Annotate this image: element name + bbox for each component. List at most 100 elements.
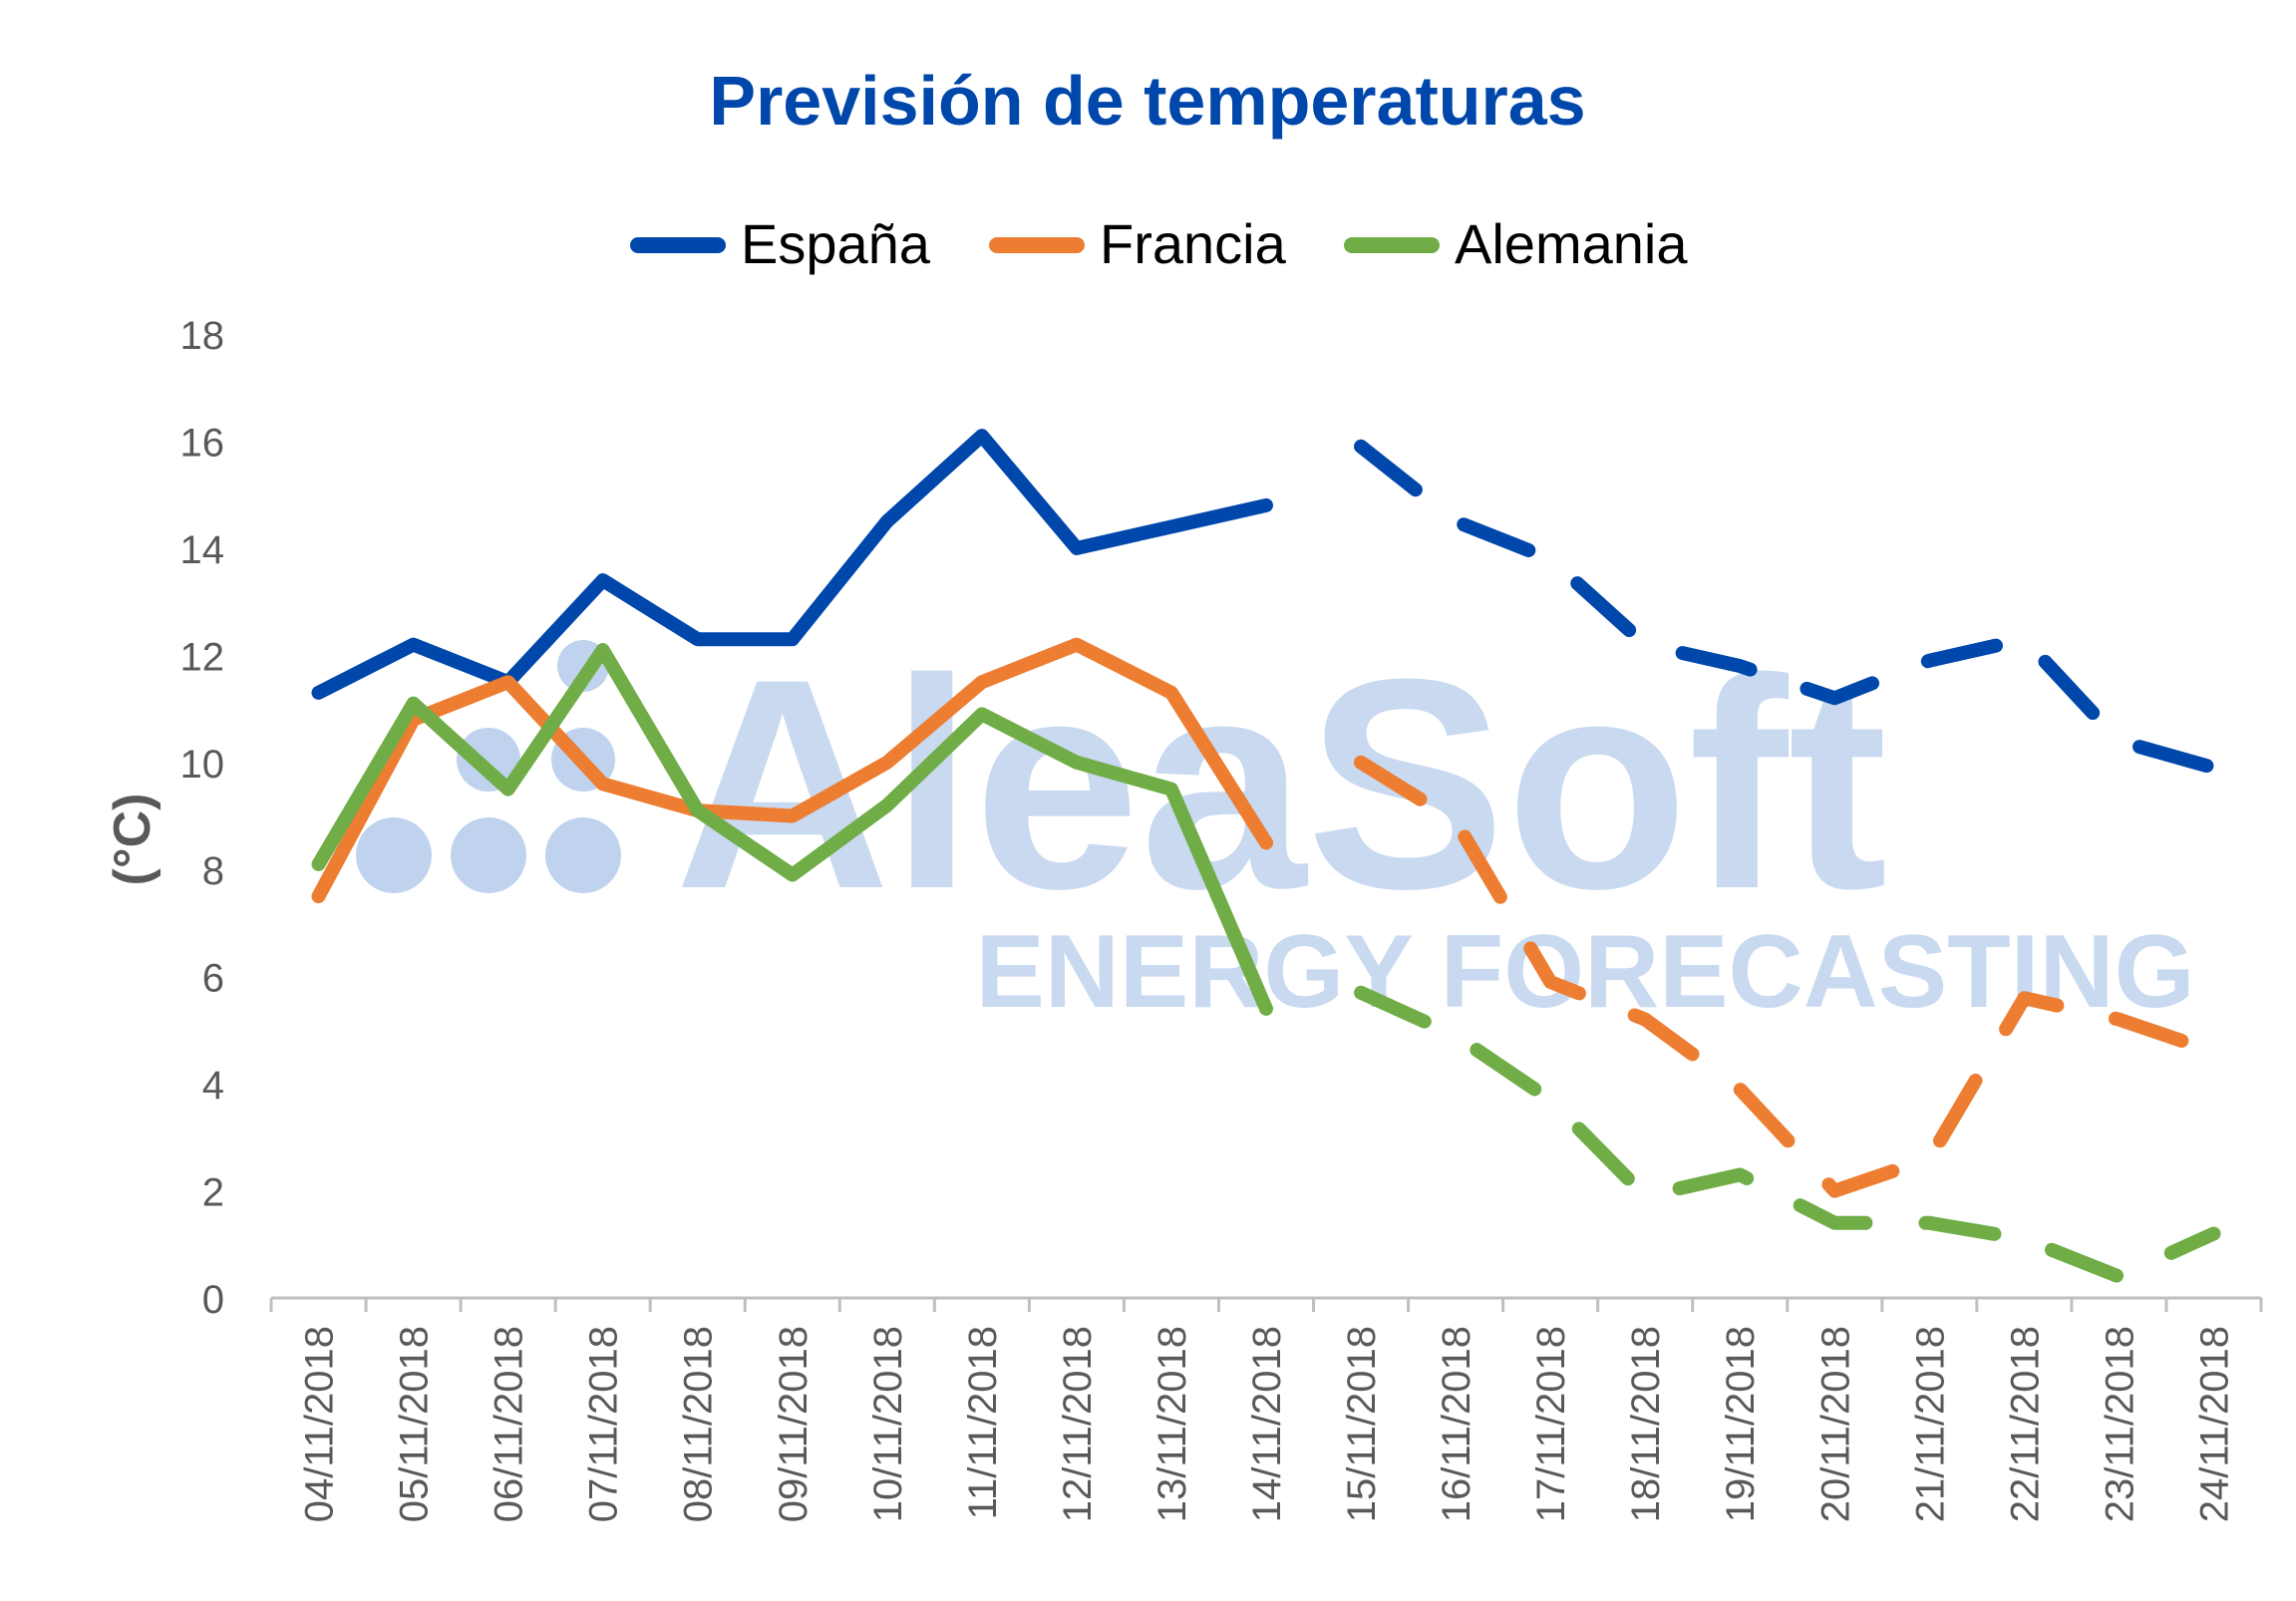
data-point-francia [413, 719, 415, 721]
data-point-espana [1360, 446, 1362, 448]
data-point-espana [1739, 665, 1741, 667]
y-tick-label: 2 [202, 1171, 224, 1215]
series-lines [311, 429, 2221, 1284]
x-tick-label: 16/11/2018 [1435, 1326, 1478, 1522]
watermark: AleaSoft ENERGY FORECASTING [356, 616, 2195, 1030]
x-tick-label: 09/11/2018 [772, 1326, 816, 1522]
data-point-espana [1928, 660, 1930, 662]
x-tick-label: 17/11/2018 [1529, 1326, 1573, 1522]
legend-label-francia: Francia [1100, 212, 1287, 275]
data-point-espana [792, 638, 794, 640]
y-tick-label: 18 [180, 314, 225, 358]
data-point-francia [602, 783, 604, 785]
data-point-espana [1455, 520, 1457, 522]
x-tick-label: 21/11/2018 [1908, 1326, 1952, 1522]
y-tick-label: 16 [180, 421, 225, 465]
legend-item-francia: Francia [989, 212, 1287, 275]
y-tick-label: 6 [202, 957, 224, 1001]
data-point-alemania [1360, 992, 1362, 994]
data-point-alemania [1265, 1008, 1267, 1010]
data-point-espana [318, 692, 320, 694]
data-point-alemania [697, 809, 699, 811]
series-line-alemania-forecast [1354, 985, 2221, 1284]
data-point-francia [1360, 762, 1362, 764]
x-axis [269, 1296, 2263, 1312]
data-point-francia [1833, 1190, 1835, 1192]
data-point-francia [1928, 1157, 1930, 1159]
data-point-francia [1076, 644, 1078, 646]
chart-title: Previsión de temperaturas [709, 62, 1585, 140]
data-point-espana [602, 579, 604, 581]
series-line-alemania-actual [311, 643, 1273, 1016]
y-tick-label: 0 [202, 1278, 224, 1322]
x-tick-label: 20/11/2018 [1813, 1326, 1857, 1522]
data-point-francia [1549, 981, 1551, 983]
data-point-alemania [318, 863, 320, 865]
series-line-francia-actual [311, 637, 1273, 904]
legend-item-alemania: Alemania [1344, 212, 1688, 275]
data-point-alemania [2212, 1233, 2214, 1235]
data-point-alemania [1739, 1173, 1741, 1175]
x-tick-label: 22/11/2018 [2003, 1326, 2047, 1522]
x-tick-label: 12/11/2018 [1056, 1326, 1100, 1522]
series-line-espana-actual [311, 429, 1273, 700]
y-axis-label: (°C) [104, 794, 162, 886]
data-point-alemania [2023, 1238, 2025, 1240]
data-point-alemania [2118, 1276, 2120, 1278]
data-point-espana [1170, 525, 1172, 527]
y-axis-ticks: 0 2 4 6 8 10 12 14 16 18 [180, 314, 225, 1322]
y-tick-label: 4 [202, 1064, 224, 1108]
x-tick-label: 18/11/2018 [1624, 1326, 1668, 1522]
data-point-alemania [1644, 1195, 1646, 1197]
data-point-francia [2023, 997, 2025, 999]
x-tick-label: 07/11/2018 [582, 1326, 626, 1522]
data-point-francia [792, 815, 794, 817]
y-tick-label: 14 [180, 528, 225, 572]
data-point-espana [981, 435, 983, 437]
x-tick-label: 14/11/2018 [1245, 1326, 1289, 1522]
legend-label-alemania: Alemania [1455, 212, 1688, 275]
y-tick-label: 8 [202, 849, 224, 893]
data-point-espana [1833, 697, 1835, 699]
watermark-tagline: ENERGY FORECASTING [975, 914, 2194, 1030]
data-point-alemania [792, 874, 794, 876]
series-line-francia-forecast [1354, 755, 2221, 1198]
series-line-espana-forecast [1354, 439, 2221, 776]
data-point-alemania [886, 804, 888, 806]
watermark-brand: AleaSoft [675, 616, 1888, 951]
x-tick-label: 13/11/2018 [1150, 1326, 1194, 1522]
legend-item-espana: España [630, 212, 931, 275]
data-point-espana [2118, 740, 2120, 742]
x-tick-label: 06/11/2018 [488, 1326, 531, 1522]
watermark-dots-icon [356, 640, 621, 893]
data-point-francia [1644, 1019, 1646, 1021]
data-point-francia [2118, 1019, 2120, 1021]
data-point-alemania [507, 789, 509, 791]
data-point-alemania [1455, 1035, 1457, 1037]
data-point-alemania [602, 649, 604, 651]
data-point-francia [1455, 820, 1457, 822]
data-point-espana [886, 520, 888, 522]
data-point-alemania [1549, 1099, 1551, 1101]
data-point-alemania [1833, 1222, 1835, 1224]
data-point-francia [507, 681, 509, 683]
data-point-espana [2212, 767, 2214, 769]
data-point-alemania [1170, 789, 1172, 791]
data-point-alemania [413, 703, 415, 705]
data-point-alemania [1076, 762, 1078, 764]
x-tick-label: 05/11/2018 [393, 1326, 437, 1522]
data-point-francia [981, 681, 983, 683]
x-axis-tick-labels: 04/11/2018 05/11/2018 06/11/2018 07/11/2018… [298, 1326, 2237, 1522]
data-point-francia [1739, 1088, 1741, 1090]
x-tick-label: 23/11/2018 [2098, 1326, 2141, 1522]
data-point-francia [1170, 692, 1172, 694]
data-point-francia [318, 895, 320, 897]
data-point-espana [1644, 644, 1646, 646]
x-tick-label: 24/11/2018 [2192, 1326, 2236, 1522]
legend: España Francia Alemania [630, 212, 1688, 275]
legend-label-espana: España [741, 212, 931, 275]
data-point-espana [1265, 504, 1267, 506]
data-point-espana [413, 644, 415, 646]
y-tick-label: 10 [180, 743, 225, 787]
